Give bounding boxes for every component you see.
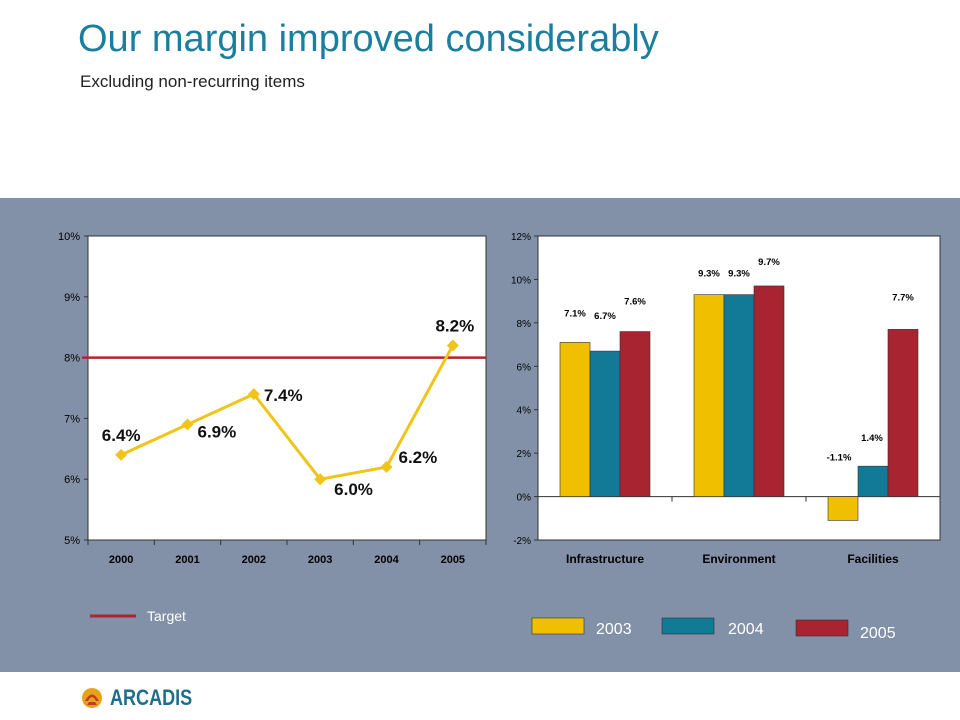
bar-2003 <box>827 496 859 521</box>
margin-data-label: 6.9% <box>198 422 237 441</box>
line-chart: 5% 6% 7% 8% 9% 10% 2000 2001 2002 2003 2004 2005 6.4… <box>58 231 487 566</box>
target-legend-label: Target <box>147 608 186 624</box>
bar-y-tick-label: 12% <box>511 232 531 243</box>
bar-y-tick-label: 2% <box>517 449 532 460</box>
legend-label-2004: 2004 <box>728 621 764 638</box>
margin-series-line <box>120 344 455 481</box>
bar-2004 <box>857 465 889 497</box>
line-y-tick-label: 10% <box>58 231 80 243</box>
bar-2004 <box>723 294 755 497</box>
margin-data-label: 6.2% <box>399 448 438 467</box>
bar-data-label: 7.6% <box>624 297 646 308</box>
page-subtitle: Excluding non-recurring items <box>80 72 305 91</box>
bar-2005 <box>887 329 919 497</box>
bar-y-tick-label: 6% <box>517 362 532 373</box>
bar-data-label: 1.4% <box>861 433 883 444</box>
page-title: Our margin improved considerably <box>78 18 659 60</box>
line-x-tick-label: 2004 <box>374 554 399 566</box>
bar-data-label: 7.1% <box>564 308 586 319</box>
bar-y-tick-label: 0% <box>517 493 532 504</box>
bar-data-label: -1.1% <box>827 453 852 464</box>
bar-y-tick-label: 8% <box>517 319 532 330</box>
bar-category-label: Facilities <box>847 552 899 566</box>
arcadis-logo-icon <box>82 688 102 708</box>
line-x-tick-label: 2000 <box>109 554 133 566</box>
margin-data-point <box>446 339 459 352</box>
line-y-tick-label: 6% <box>64 474 80 486</box>
bar-2003 <box>693 294 725 497</box>
bar-y-tick-label: 4% <box>517 406 532 417</box>
line-y-tick-label: 7% <box>64 413 80 425</box>
legend-swatch-2005 <box>795 619 849 637</box>
bar-data-label: 9.7% <box>758 257 780 268</box>
bar-2005 <box>619 331 651 497</box>
legend-swatch-2003 <box>531 617 585 635</box>
bar-data-label: 9.3% <box>728 269 750 280</box>
margin-data-label: 6.0% <box>334 480 373 499</box>
line-x-tick-label: 2001 <box>175 554 199 566</box>
margin-data-point <box>181 418 194 431</box>
line-chart-legend: Target <box>90 608 186 624</box>
bar-2003 <box>559 342 591 497</box>
bar-category-label: Infrastructure <box>566 552 644 566</box>
line-y-tick-label: 8% <box>64 353 80 365</box>
legend-label-2003: 2003 <box>596 621 632 638</box>
line-x-tick-label: 2005 <box>441 554 465 566</box>
line-y-tick-label: 9% <box>64 292 80 304</box>
bar-2004 <box>589 350 621 497</box>
bar-data-label: 7.7% <box>892 292 914 303</box>
charts-svg: 5% 6% 7% 8% 9% 10% 2000 2001 2002 2003 2004 2005 6.4… <box>58 231 941 642</box>
margin-data-label: 8.2% <box>435 316 474 335</box>
line-y-tick-label: 5% <box>64 535 80 547</box>
bar-chart-legend: 2003 2004 2005 <box>531 617 896 642</box>
bar-y-tick-label: 10% <box>511 275 531 286</box>
arcadis-logo: ARCADIS <box>80 685 210 710</box>
line-x-tick-label: 2003 <box>308 554 332 566</box>
margin-data-point <box>115 448 128 461</box>
margin-data-point <box>380 461 393 474</box>
bar-data-label: 9.3% <box>698 269 720 280</box>
legend-label-2005: 2005 <box>860 625 896 642</box>
bar-data-label: 6.7% <box>594 311 616 322</box>
chart-panel: 5% 6% 7% 8% 9% 10% 2000 2001 2002 2003 2004 2005 6.4… <box>0 198 960 672</box>
margin-data-point <box>314 473 327 486</box>
margin-data-point <box>247 388 260 401</box>
bar-category-label: Environment <box>702 552 775 566</box>
bar-chart: -2% 0% 2% 4% 6% 8% 10% 12% Infrastructure Environ… <box>511 232 941 566</box>
margin-data-label: 6.4% <box>102 426 141 445</box>
line-x-tick-label: 2002 <box>242 554 266 566</box>
bar-2005 <box>753 285 785 497</box>
bar-y-tick-label: -2% <box>513 536 531 547</box>
margin-data-label: 7.4% <box>264 386 303 405</box>
arcadis-logo-text: ARCADIS <box>110 685 193 710</box>
legend-swatch-2004 <box>661 617 715 635</box>
line-chart-plot-area <box>87 235 487 541</box>
